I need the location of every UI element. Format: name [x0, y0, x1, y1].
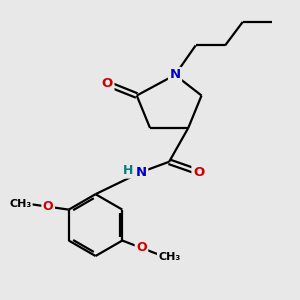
Text: O: O: [193, 166, 204, 178]
Text: CH₃: CH₃: [9, 199, 31, 209]
Text: H: H: [123, 164, 133, 177]
Text: O: O: [43, 200, 53, 213]
Text: CH₃: CH₃: [158, 252, 181, 262]
Text: O: O: [136, 242, 147, 254]
Text: N: N: [136, 166, 147, 178]
Text: N: N: [169, 68, 181, 81]
Text: O: O: [102, 77, 113, 90]
